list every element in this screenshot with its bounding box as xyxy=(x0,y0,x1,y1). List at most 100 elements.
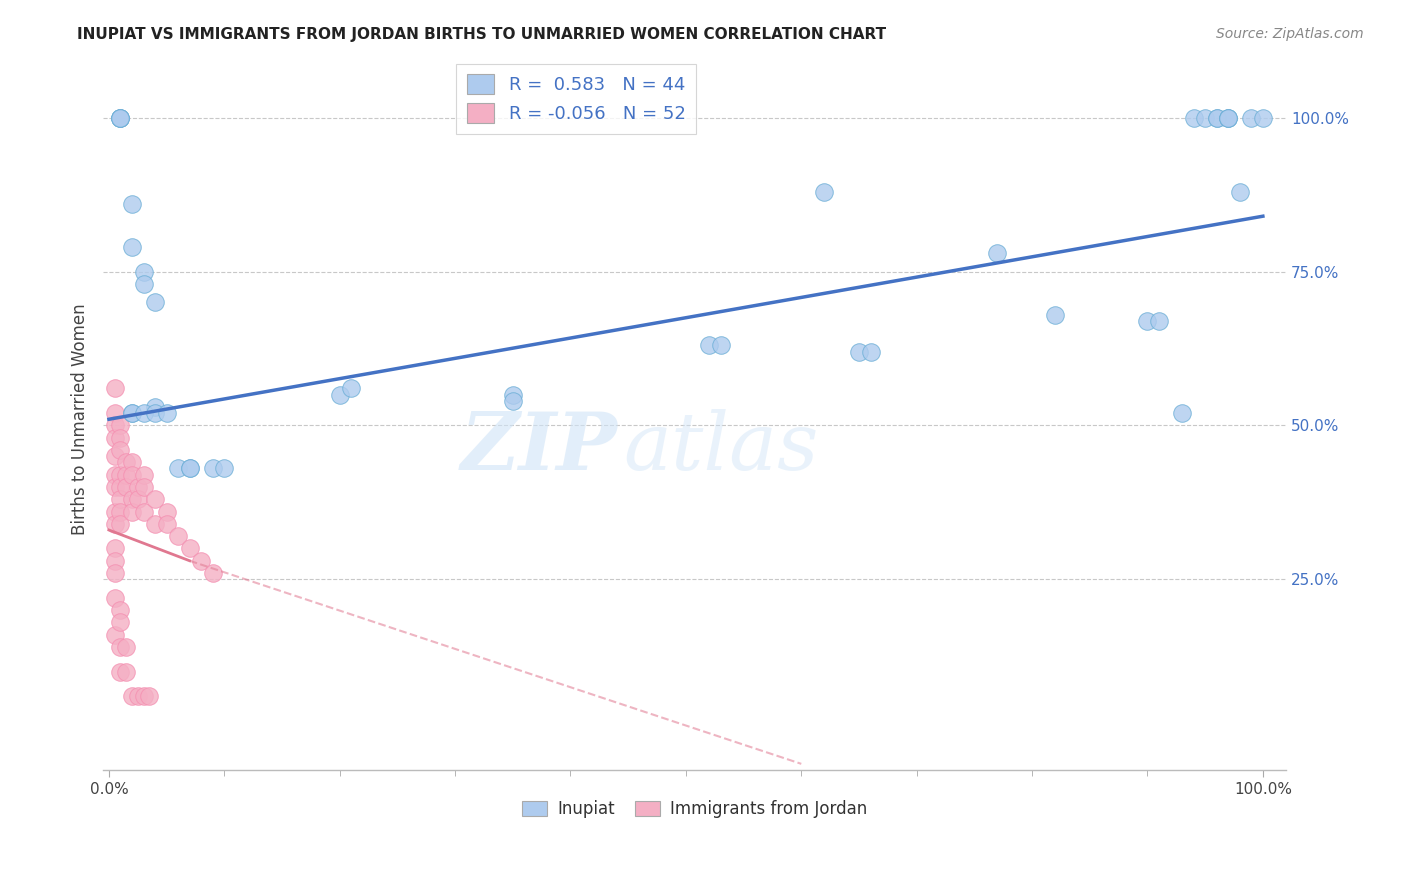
Point xyxy=(709,338,731,352)
Text: Source: ZipAtlas.com: Source: ZipAtlas.com xyxy=(1216,27,1364,41)
Point xyxy=(155,516,177,531)
Point xyxy=(1147,314,1170,328)
Point xyxy=(110,603,132,617)
Point xyxy=(132,406,155,420)
Point xyxy=(143,406,166,420)
Point xyxy=(1218,111,1240,125)
Point xyxy=(155,406,177,420)
Point xyxy=(132,264,155,278)
Point xyxy=(104,382,127,396)
Point xyxy=(110,431,132,445)
Point xyxy=(110,111,132,125)
Point xyxy=(104,591,127,605)
Point xyxy=(179,461,201,475)
Point xyxy=(110,480,132,494)
Point xyxy=(104,406,127,420)
Point xyxy=(1136,314,1159,328)
Point xyxy=(340,382,363,396)
Point xyxy=(143,295,166,310)
Point xyxy=(104,449,127,463)
Point xyxy=(179,461,201,475)
Point xyxy=(1205,111,1227,125)
Point xyxy=(859,344,882,359)
Point xyxy=(110,665,132,679)
Point xyxy=(127,689,149,703)
Point xyxy=(110,111,132,125)
Point xyxy=(813,185,835,199)
Point xyxy=(115,467,138,482)
Point xyxy=(115,665,138,679)
Point xyxy=(104,554,127,568)
Point xyxy=(1218,111,1240,125)
Point xyxy=(132,480,155,494)
Point xyxy=(1229,185,1251,199)
Point xyxy=(104,467,127,482)
Point xyxy=(1182,111,1205,125)
Point xyxy=(104,627,127,641)
Text: atlas: atlas xyxy=(624,409,818,486)
Point xyxy=(179,541,201,556)
Point xyxy=(104,480,127,494)
Point xyxy=(190,554,212,568)
Text: ZIP: ZIP xyxy=(461,409,617,486)
Point xyxy=(132,277,155,291)
Point xyxy=(1171,406,1194,420)
Point xyxy=(121,240,143,254)
Point xyxy=(121,406,143,420)
Point xyxy=(121,455,143,469)
Text: INUPIAT VS IMMIGRANTS FROM JORDAN BIRTHS TO UNMARRIED WOMEN CORRELATION CHART: INUPIAT VS IMMIGRANTS FROM JORDAN BIRTHS… xyxy=(77,27,886,42)
Point xyxy=(110,504,132,518)
Point xyxy=(104,504,127,518)
Point xyxy=(104,418,127,433)
Point xyxy=(697,338,720,352)
Point xyxy=(1218,111,1240,125)
Point xyxy=(121,197,143,211)
Point xyxy=(1043,308,1066,322)
Point xyxy=(110,516,132,531)
Point xyxy=(502,387,524,401)
Point xyxy=(132,689,155,703)
Legend: Inupiat, Immigrants from Jordan: Inupiat, Immigrants from Jordan xyxy=(516,794,873,825)
Point xyxy=(104,431,127,445)
Point xyxy=(121,504,143,518)
Point xyxy=(132,504,155,518)
Point xyxy=(110,111,132,125)
Point xyxy=(115,455,138,469)
Point xyxy=(110,111,132,125)
Point xyxy=(1194,111,1216,125)
Point xyxy=(143,516,166,531)
Point xyxy=(1205,111,1227,125)
Point xyxy=(986,246,1008,260)
Point xyxy=(1240,111,1263,125)
Point xyxy=(201,461,224,475)
Point xyxy=(127,492,149,507)
Point xyxy=(132,467,155,482)
Point xyxy=(138,689,160,703)
Point xyxy=(167,461,190,475)
Point xyxy=(104,566,127,580)
Point xyxy=(143,492,166,507)
Point xyxy=(110,418,132,433)
Point xyxy=(110,492,132,507)
Point xyxy=(115,640,138,654)
Point xyxy=(110,467,132,482)
Point xyxy=(127,480,149,494)
Point xyxy=(104,516,127,531)
Point xyxy=(121,467,143,482)
Point xyxy=(121,492,143,507)
Point xyxy=(121,689,143,703)
Point xyxy=(143,400,166,414)
Point xyxy=(329,387,352,401)
Point xyxy=(110,640,132,654)
Point xyxy=(848,344,870,359)
Point xyxy=(110,615,132,630)
Point xyxy=(104,541,127,556)
Point xyxy=(214,461,236,475)
Point xyxy=(115,480,138,494)
Point xyxy=(201,566,224,580)
Point xyxy=(155,504,177,518)
Y-axis label: Births to Unmarried Women: Births to Unmarried Women xyxy=(72,303,89,535)
Point xyxy=(502,393,524,408)
Point xyxy=(1251,111,1274,125)
Point xyxy=(121,406,143,420)
